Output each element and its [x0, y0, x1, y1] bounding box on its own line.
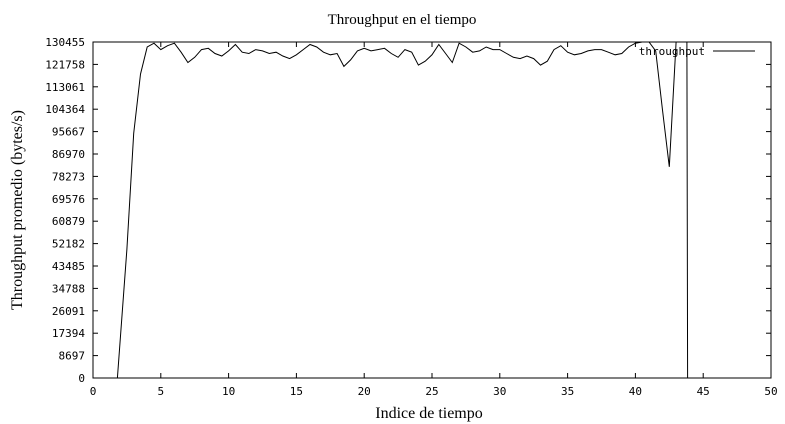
x-tick-label: 5	[157, 385, 164, 398]
tick-marks: 0 5 10 15 20 25 30 35 40 45 50 0 8697 17394 26091 34788…	[45, 36, 777, 398]
legend: throughput	[639, 45, 755, 58]
x-tick-label: 30	[493, 385, 506, 398]
y-tick-label: 26091	[52, 305, 85, 318]
y-axis-label: Throughput promedio (bytes/s)	[9, 110, 26, 310]
chart-title: Throughput en el tiempo	[328, 12, 477, 28]
y-tick-label: 52182	[52, 238, 85, 251]
y-tick-label: 130455	[45, 36, 85, 49]
y-tick-label: 121758	[45, 58, 85, 71]
y-tick-label: 113061	[45, 81, 85, 94]
y-tick-label: 95667	[52, 126, 85, 139]
x-tick-label: 45	[697, 385, 710, 398]
y-tick-label: 60879	[52, 215, 85, 228]
y-tick-label: 69576	[52, 193, 85, 206]
y-tick-label: 8697	[59, 350, 86, 363]
axes	[92, 41, 772, 379]
y-tick-label: 34788	[52, 282, 85, 295]
x-tick-label: 40	[629, 385, 642, 398]
x-tick-label: 15	[290, 385, 303, 398]
x-tick-label: 0	[90, 385, 97, 398]
x-tick-label: 35	[561, 385, 574, 398]
y-tick-label: 43485	[52, 260, 85, 273]
y-tick-label: 17394	[52, 327, 85, 340]
y-tick-label: 0	[78, 372, 85, 385]
x-tick-label: 10	[222, 385, 235, 398]
series-line-throughput	[116, 42, 689, 378]
x-axis-label: Indice de tiempo	[375, 405, 483, 422]
legend-label: throughput	[639, 45, 705, 58]
y-tick-label: 78273	[52, 170, 85, 183]
plot-frame	[92, 41, 772, 379]
x-tick-label: 50	[764, 385, 777, 398]
y-tick-label: 86970	[52, 148, 85, 161]
x-tick-label: 25	[425, 385, 438, 398]
x-tick-label: 20	[358, 385, 371, 398]
y-tick-label: 104364	[45, 103, 85, 116]
series-group	[116, 42, 689, 378]
